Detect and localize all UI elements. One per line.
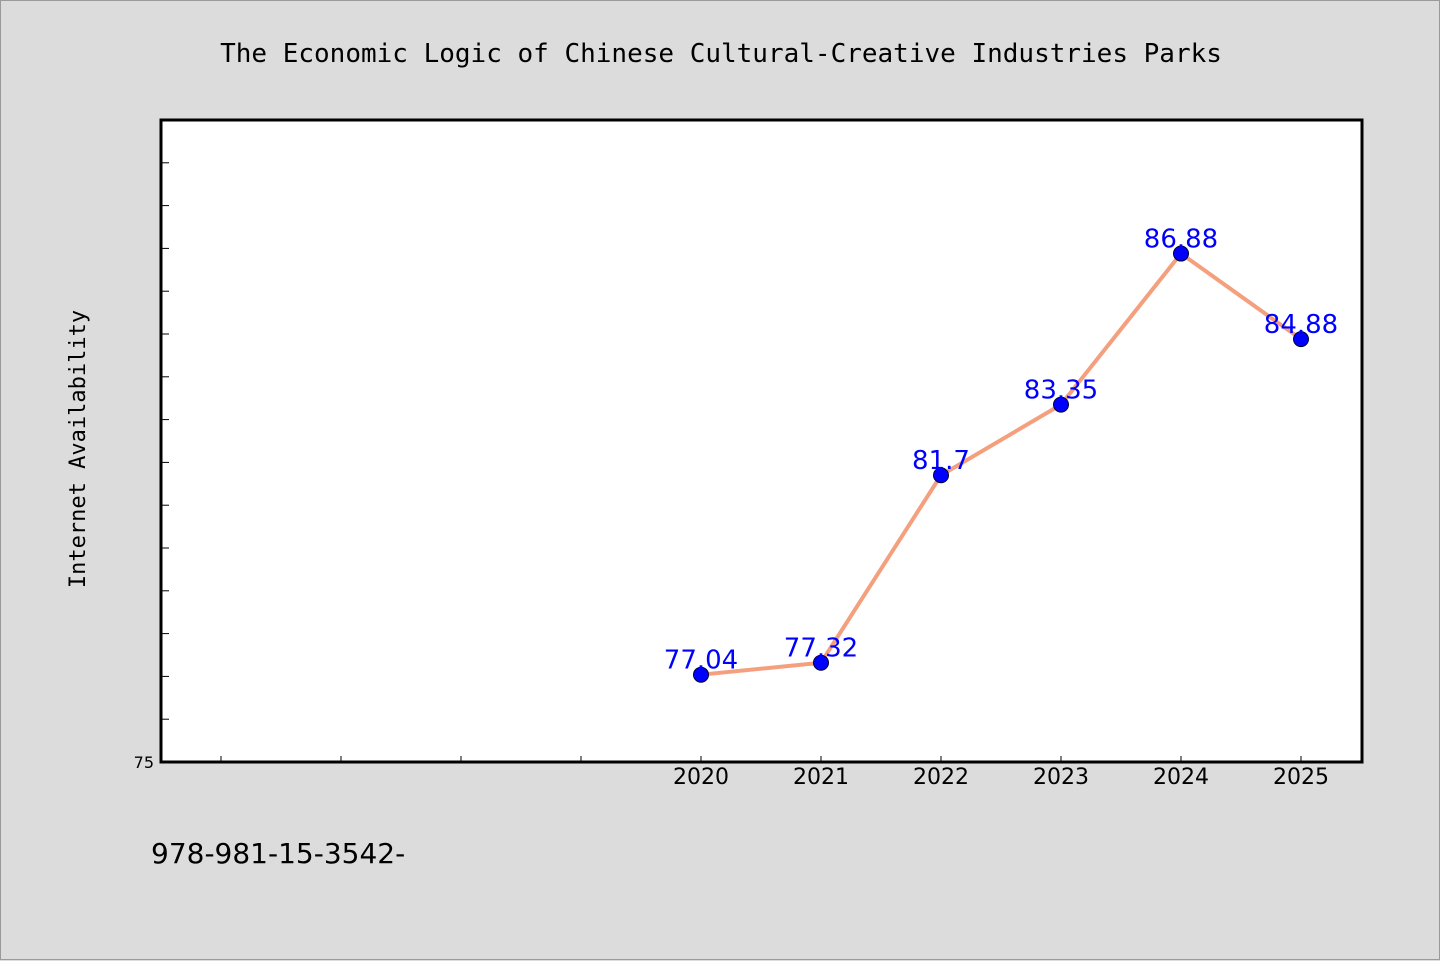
data-label: 77.32 (784, 634, 858, 664)
x-tick-label: 2021 (793, 765, 849, 790)
x-tick-label: 2024 (1153, 765, 1209, 790)
data-label: 84.88 (1264, 310, 1338, 340)
data-point (1173, 245, 1189, 262)
x-axis-ticks (220, 756, 1302, 762)
y-axis-label: Internet Availability (66, 310, 91, 588)
x-tick-label: 2020 (673, 765, 729, 790)
series-line (699, 251, 1303, 677)
data-label: 86.88 (1144, 225, 1218, 255)
data-label: 81.7 (912, 446, 970, 476)
series-markers (693, 245, 1309, 683)
data-point (693, 666, 709, 683)
data-point (1053, 396, 1069, 413)
x-tick-labels: 2020 2021 2022 2023 2024 2025 (673, 765, 1329, 790)
footer-text: 978-981-15-3542- (151, 837, 405, 870)
data-point (813, 654, 829, 671)
plot-area (159, 118, 1364, 764)
x-tick-label: 2025 (1273, 765, 1329, 790)
x-tick-label: 2023 (1033, 765, 1089, 790)
data-label: 83.35 (1024, 376, 1098, 406)
data-labels: 77.04 77.32 81.7 83.35 86.88 84.88 (664, 225, 1338, 676)
y-tick-label: 75 (134, 753, 154, 772)
data-label: 77.04 (664, 646, 738, 676)
data-point (1293, 331, 1309, 348)
chart-title: The Economic Logic of Chinese Cultural-C… (220, 39, 1222, 69)
data-point (933, 467, 949, 484)
y-tick-labels: 75 (134, 753, 154, 772)
y-axis-ticks (161, 162, 169, 720)
x-tick-label: 2022 (913, 765, 969, 790)
